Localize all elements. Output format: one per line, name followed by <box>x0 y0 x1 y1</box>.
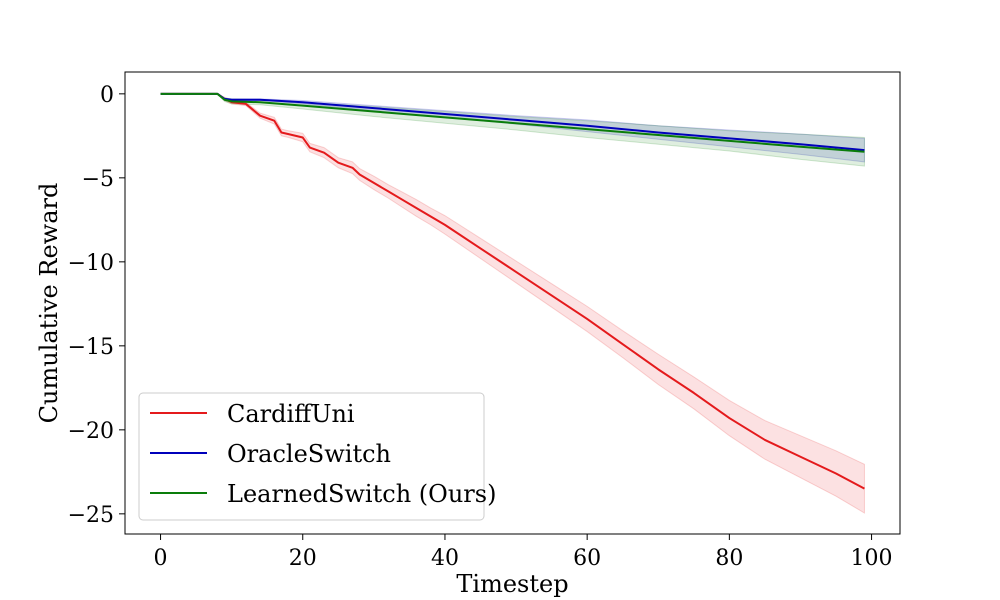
y-tick-label: −25 <box>68 503 114 528</box>
legend-label-oracleswitch: OracleSwitch <box>227 440 391 468</box>
y-tick-label: 0 <box>100 83 114 108</box>
x-tick-label: 20 <box>289 546 317 571</box>
band-learnedswitch-ours <box>160 93 865 167</box>
y-tick-label: −10 <box>68 251 114 276</box>
y-tick-label: −5 <box>82 167 114 192</box>
legend-label-cardiffuni: CardiffUni <box>227 400 355 428</box>
y-tick-label: −15 <box>68 335 114 360</box>
legend-label-learnedswitch: LearnedSwitch (Ours) <box>227 480 496 508</box>
plot-frame <box>124 71 901 535</box>
line-cardiffuni <box>160 92 865 490</box>
x-tick-label: 0 <box>154 546 168 571</box>
legend-box <box>138 392 485 521</box>
series-lines <box>160 92 865 490</box>
x-tick-label: 100 <box>851 546 893 571</box>
y-axis: 0 −5 −10 −15 −20 −25 <box>68 83 125 528</box>
x-axis-label: Timestep <box>456 570 568 598</box>
legend: CardiffUni OracleSwitch LearnedSwitch (O… <box>138 392 496 521</box>
x-tick-label: 40 <box>431 546 459 571</box>
x-axis: 0 20 40 60 80 100 <box>154 534 893 571</box>
x-tick-label: 80 <box>715 546 743 571</box>
line-learnedswitch-ours <box>160 92 865 153</box>
x-tick-label: 60 <box>573 546 601 571</box>
y-axis-label: Cumulative Reward <box>35 183 63 424</box>
y-tick-label: −20 <box>68 419 114 444</box>
